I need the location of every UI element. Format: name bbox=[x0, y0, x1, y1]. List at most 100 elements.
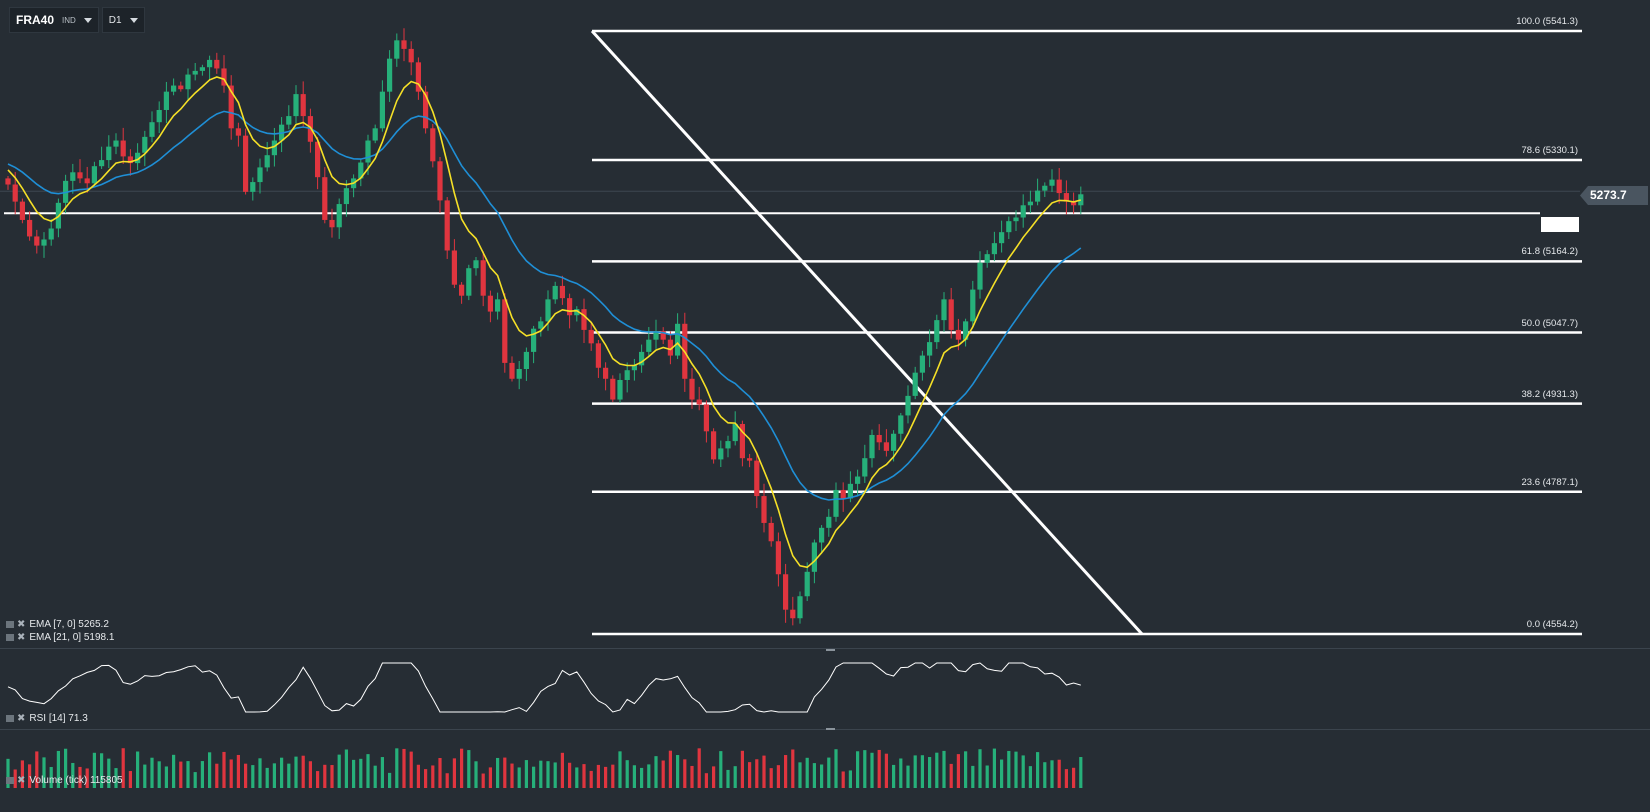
volume-bar bbox=[186, 761, 190, 788]
volume-bar bbox=[827, 757, 831, 788]
candle-bear bbox=[12, 184, 18, 202]
volume-bar bbox=[395, 748, 399, 788]
candle-bull bbox=[516, 369, 522, 379]
candle-bear bbox=[1056, 179, 1062, 194]
pane-resize-handle[interactable] bbox=[826, 728, 835, 730]
volume-bar bbox=[647, 764, 651, 788]
volume-bar bbox=[841, 771, 845, 788]
candle-bull bbox=[495, 299, 501, 312]
candle-bull bbox=[48, 228, 54, 240]
candle-bear bbox=[19, 201, 25, 220]
volume-bar bbox=[834, 749, 838, 788]
ema7-line bbox=[7, 76, 1082, 569]
candle-bear bbox=[127, 156, 133, 164]
volume-bar bbox=[352, 759, 356, 788]
candle-bull bbox=[163, 91, 169, 110]
volume-bar bbox=[539, 760, 543, 788]
volume-bar bbox=[776, 765, 780, 788]
candle-bull bbox=[653, 331, 659, 340]
symbol-name: FRA40 bbox=[16, 13, 55, 27]
chart-toolbar: FRA40 IND D1 bbox=[9, 7, 145, 33]
volume-bar bbox=[596, 764, 600, 788]
candle-bull bbox=[855, 476, 861, 484]
symbol-selector[interactable]: FRA40 IND bbox=[9, 7, 99, 33]
candle-bear bbox=[783, 574, 789, 610]
volume-bar bbox=[856, 751, 860, 788]
candle-bear bbox=[610, 378, 616, 400]
settings-icon[interactable] bbox=[6, 634, 14, 641]
volume-bar bbox=[359, 758, 363, 788]
volume-bar bbox=[625, 760, 629, 788]
volume-bar bbox=[1043, 762, 1047, 788]
candle-bear bbox=[214, 59, 220, 69]
volume-bar bbox=[409, 751, 413, 788]
candle-bear bbox=[430, 128, 436, 162]
candle-bear bbox=[329, 219, 335, 228]
candle-bull bbox=[264, 155, 270, 168]
pane-resize-handle[interactable] bbox=[826, 649, 835, 651]
candle-bull bbox=[387, 58, 393, 92]
candle-bear bbox=[5, 178, 11, 185]
fib-level-label: 0.0 (4554.2) bbox=[1526, 619, 1578, 630]
volume-bar bbox=[330, 765, 334, 788]
volume-bar bbox=[1064, 769, 1068, 788]
candle-bear bbox=[322, 177, 328, 220]
chevron-down-icon bbox=[83, 17, 92, 23]
timeframe-selector[interactable]: D1 bbox=[101, 7, 145, 33]
volume-bar bbox=[301, 755, 305, 788]
close-icon[interactable]: ✖ bbox=[17, 713, 26, 724]
candle-bull bbox=[1006, 221, 1012, 233]
volume-bar bbox=[236, 754, 240, 788]
close-icon[interactable]: ✖ bbox=[17, 619, 26, 630]
legend-rsi: ✖ RSI [14] 71.3 bbox=[6, 712, 88, 725]
candle-bull bbox=[336, 204, 342, 228]
candle-bear bbox=[509, 362, 515, 379]
candle-bull bbox=[372, 128, 378, 141]
volume-bar bbox=[791, 749, 795, 788]
candle-bear bbox=[775, 541, 781, 575]
legend-volume: ✖ Volume (tick) 115805 bbox=[6, 774, 123, 787]
candle-bull bbox=[847, 483, 853, 499]
candle-bull bbox=[927, 342, 933, 356]
candle-bull bbox=[1035, 190, 1041, 202]
settings-icon[interactable] bbox=[6, 715, 14, 722]
volume-bar bbox=[200, 761, 204, 788]
settings-icon[interactable] bbox=[6, 621, 14, 628]
volume-bar bbox=[1079, 757, 1083, 788]
candle-bear bbox=[754, 460, 760, 497]
candle-bull bbox=[286, 116, 292, 125]
volume-bar bbox=[71, 762, 75, 788]
volume-bar bbox=[6, 758, 10, 788]
horizontal-line-marker[interactable] bbox=[1541, 217, 1579, 232]
candle-bull bbox=[898, 415, 904, 434]
close-icon[interactable]: ✖ bbox=[17, 632, 26, 643]
volume-bar bbox=[380, 757, 384, 788]
volume-bar bbox=[683, 759, 687, 788]
volume-bar bbox=[676, 755, 680, 788]
volume-bar bbox=[848, 770, 852, 788]
candle-bull bbox=[531, 328, 537, 352]
volume-bar bbox=[719, 751, 723, 788]
volume-bar bbox=[820, 764, 824, 788]
candle-bull bbox=[358, 162, 364, 179]
volume-bar bbox=[589, 770, 593, 788]
candle-bear bbox=[235, 128, 241, 136]
candle-bull bbox=[271, 140, 277, 156]
candle-bull bbox=[934, 320, 940, 343]
candle-bull bbox=[718, 448, 724, 460]
volume-bar bbox=[1057, 759, 1061, 788]
volume-bar bbox=[1072, 767, 1076, 788]
volume-bar bbox=[870, 752, 874, 788]
candle-bull bbox=[538, 321, 544, 329]
settings-icon[interactable] bbox=[6, 777, 14, 784]
close-icon[interactable]: ✖ bbox=[17, 775, 26, 786]
volume-bar bbox=[712, 766, 716, 788]
volume-bar bbox=[157, 761, 161, 788]
volume-bar bbox=[114, 768, 118, 788]
legend-ema7: ✖ EMA [7, 0] 5265.2 bbox=[6, 618, 109, 631]
volume-bar bbox=[100, 753, 104, 788]
volume-bar bbox=[272, 763, 276, 788]
volume-bar bbox=[42, 757, 46, 788]
candle-bull bbox=[869, 434, 875, 459]
